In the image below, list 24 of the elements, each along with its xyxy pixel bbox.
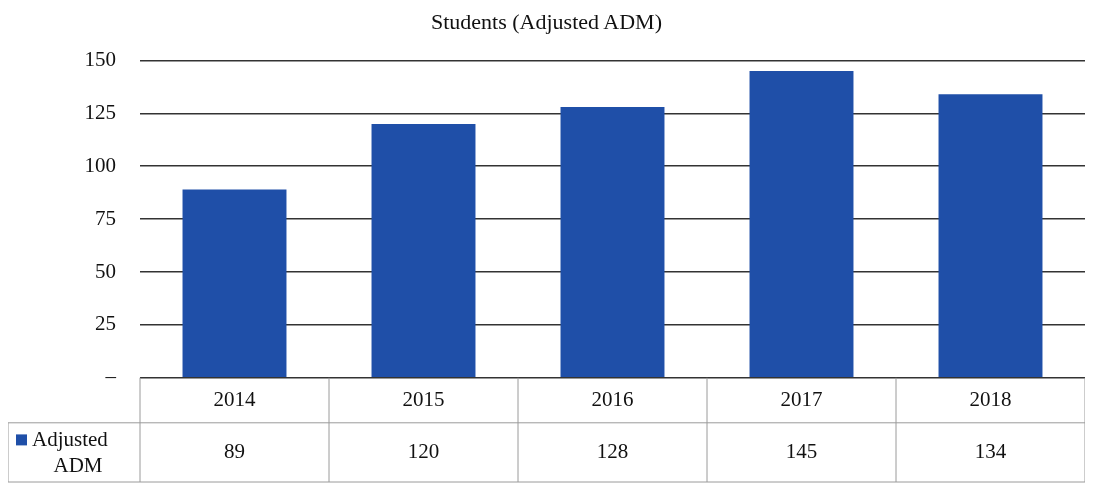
x-tick-label: 2016 <box>591 386 634 411</box>
x-tick-label: 2017 <box>780 386 823 411</box>
data-label: 120 <box>407 438 440 463</box>
y-tick-label: 75 <box>95 205 116 230</box>
y-tick-label: – <box>104 364 117 389</box>
data-label: 134 <box>974 438 1007 463</box>
legend-label: Adjusted ADM <box>32 426 109 477</box>
data-label: 145 <box>785 438 818 463</box>
chart-title: Students (Adjusted ADM) <box>431 8 662 34</box>
x-tick-label: 2014 <box>213 386 256 411</box>
bar <box>560 106 665 378</box>
y-tick-label: 25 <box>95 311 116 336</box>
bar <box>182 189 287 378</box>
bar <box>371 123 476 378</box>
y-tick-label: 50 <box>95 258 116 283</box>
y-tick-label: 125 <box>84 99 116 124</box>
y-tick-label: 150 <box>84 46 116 71</box>
data-label: 89 <box>224 438 245 463</box>
bar <box>749 70 854 378</box>
x-tick-label: 2018 <box>969 386 1012 411</box>
x-tick-label: 2015 <box>402 386 445 411</box>
y-tick-label: 100 <box>84 152 116 177</box>
bar <box>938 94 1043 378</box>
data-label: 128 <box>596 438 629 463</box>
